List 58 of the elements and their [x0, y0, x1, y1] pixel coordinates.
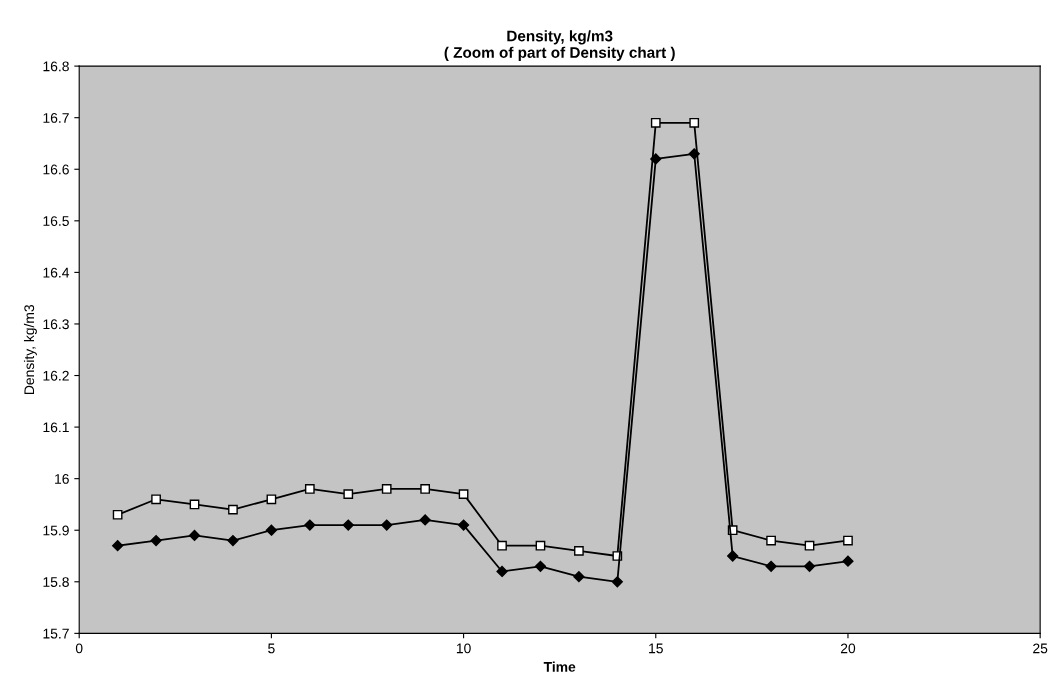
x-tick-label: 20	[840, 643, 856, 654]
x-tick-label: 10	[456, 643, 471, 654]
point	[265, 524, 277, 536]
point	[150, 534, 162, 547]
y-tick-label: 15.7	[43, 628, 69, 639]
point	[842, 555, 854, 567]
point	[343, 489, 354, 499]
point	[535, 540, 546, 551]
point	[650, 153, 662, 165]
point	[188, 529, 201, 541]
point	[112, 509, 123, 520]
y-tick-label: 16.6	[43, 164, 69, 175]
y-tick-label: 16.4	[43, 267, 70, 278]
point	[419, 514, 431, 526]
y-tick-label: 16.3	[43, 319, 69, 330]
point	[574, 545, 584, 556]
x-axis-title: Time	[543, 661, 576, 672]
point	[611, 576, 623, 588]
point	[342, 519, 354, 531]
point	[266, 494, 277, 505]
point	[151, 494, 161, 505]
y-tick-label: 16.5	[43, 216, 69, 226]
point	[573, 571, 585, 583]
x-tick-label: 15	[649, 643, 663, 654]
y-tick-label: 15.9	[43, 525, 69, 536]
point	[534, 560, 547, 572]
point	[420, 484, 431, 494]
y-tick-label: 15.8	[43, 577, 69, 587]
y-axis-title: Density, kg/m3	[23, 304, 37, 395]
y-tick-label: 16.7	[43, 113, 69, 123]
point	[381, 484, 392, 494]
point	[688, 148, 700, 160]
y-tick-label: 16.8	[43, 61, 69, 72]
point	[496, 565, 508, 578]
point	[457, 519, 470, 531]
point	[112, 540, 124, 552]
point	[765, 560, 777, 572]
y-tick-label: 16.1	[43, 422, 69, 433]
point	[650, 117, 661, 128]
point	[227, 534, 239, 547]
point	[381, 519, 393, 531]
point	[304, 519, 316, 531]
chart-title: Density, kg/m3 ( Zoom of part of Density chart )	[444, 30, 675, 61]
x-tick-label: 0	[75, 643, 83, 654]
point	[228, 504, 238, 515]
point	[727, 550, 739, 562]
point	[689, 117, 700, 128]
x-tick-label: 25	[1033, 643, 1048, 654]
y-tick-label: 16	[55, 473, 69, 484]
point	[458, 489, 469, 499]
point	[497, 540, 507, 551]
y-tick-label: 16.2	[43, 370, 69, 381]
point	[843, 535, 853, 546]
point	[804, 540, 815, 551]
x-tick-label: 5	[268, 643, 275, 654]
point	[304, 484, 315, 494]
point	[766, 535, 776, 546]
point	[803, 560, 816, 572]
